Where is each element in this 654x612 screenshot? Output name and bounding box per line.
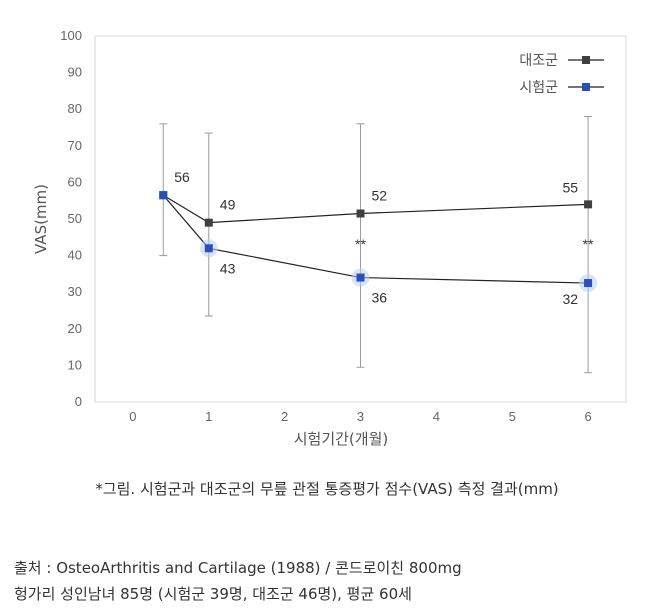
y-tick-label: 90 xyxy=(68,65,82,80)
x-tick-label: 0 xyxy=(129,409,136,424)
figure-caption: *그림. 시험군과 대조군의 무릎 관절 통증평가 점수(VAS) 측정 결과(… xyxy=(95,480,559,498)
y-tick-label: 0 xyxy=(75,394,82,409)
series-line-control xyxy=(162,194,589,224)
x-axis-ticks: 0 1 2 3 4 5 6 xyxy=(129,409,591,424)
y-tick-label: 50 xyxy=(68,211,82,226)
y-tick-label: 20 xyxy=(68,321,82,336)
series-lines xyxy=(162,194,589,284)
y-axis-title: VAS(mm) xyxy=(32,184,50,254)
y-tick-label: 40 xyxy=(68,248,82,263)
source-citation: 출처 : OsteoArthritis and Cartilage (1988)… xyxy=(14,559,462,577)
test-marker xyxy=(356,273,365,282)
x-tick-label: 2 xyxy=(281,409,288,424)
legend-label: 시험군 xyxy=(519,80,558,96)
data-label: 55 xyxy=(562,179,578,195)
x-tick-label: 3 xyxy=(357,409,364,424)
data-label: 32 xyxy=(562,291,578,307)
study-population-note: 헝가리 성인남녀 85명 (시험군 39명, 대조군 46명), 평균 60세 xyxy=(14,585,412,603)
data-labels: 56 49 52 55 43 36 32 xyxy=(174,169,578,307)
x-tick-label: 5 xyxy=(509,409,516,424)
y-tick-label: 30 xyxy=(68,284,82,299)
control-marker xyxy=(356,209,365,218)
data-label: 36 xyxy=(372,290,388,306)
x-tick-label: 6 xyxy=(584,409,591,424)
control-marker xyxy=(204,218,213,227)
legend-label: 대조군 xyxy=(519,53,558,69)
data-label: 43 xyxy=(220,260,236,276)
data-label: 56 xyxy=(174,169,190,185)
test-marker xyxy=(159,191,168,200)
x-tick-label: 4 xyxy=(433,409,440,424)
control-marker xyxy=(584,200,593,209)
y-tick-label: 100 xyxy=(60,28,82,43)
significance-marks: ** ** xyxy=(355,236,594,252)
data-label: 49 xyxy=(220,197,236,213)
data-label: 52 xyxy=(372,188,388,204)
test-marker xyxy=(204,244,213,253)
significance-mark: ** xyxy=(355,236,366,252)
y-tick-label: 10 xyxy=(68,357,82,372)
x-tick-label: 1 xyxy=(205,409,212,424)
series-line-test xyxy=(162,194,589,284)
legend-marker xyxy=(582,56,590,64)
legend-marker xyxy=(582,83,590,91)
test-marker xyxy=(584,279,593,288)
y-tick-label: 80 xyxy=(68,101,82,116)
y-tick-label: 70 xyxy=(68,138,82,153)
y-tick-label: 60 xyxy=(68,174,82,189)
x-axis-title: 시험기간(개월) xyxy=(294,430,389,448)
significance-mark: ** xyxy=(583,236,594,252)
y-axis-ticks: 0 10 20 30 40 50 60 70 80 90 100 xyxy=(60,28,82,409)
series-markers xyxy=(159,191,598,293)
